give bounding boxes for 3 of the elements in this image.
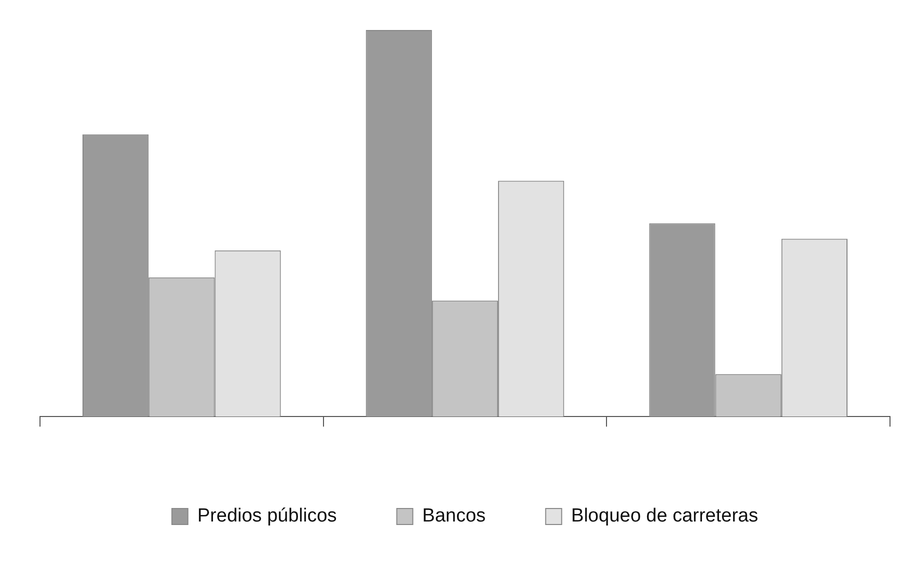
- legend-label: Bloqueo de carreteras: [571, 506, 758, 527]
- legend-label: Predios públicos: [197, 506, 337, 527]
- legend-label: Bancos: [422, 506, 486, 527]
